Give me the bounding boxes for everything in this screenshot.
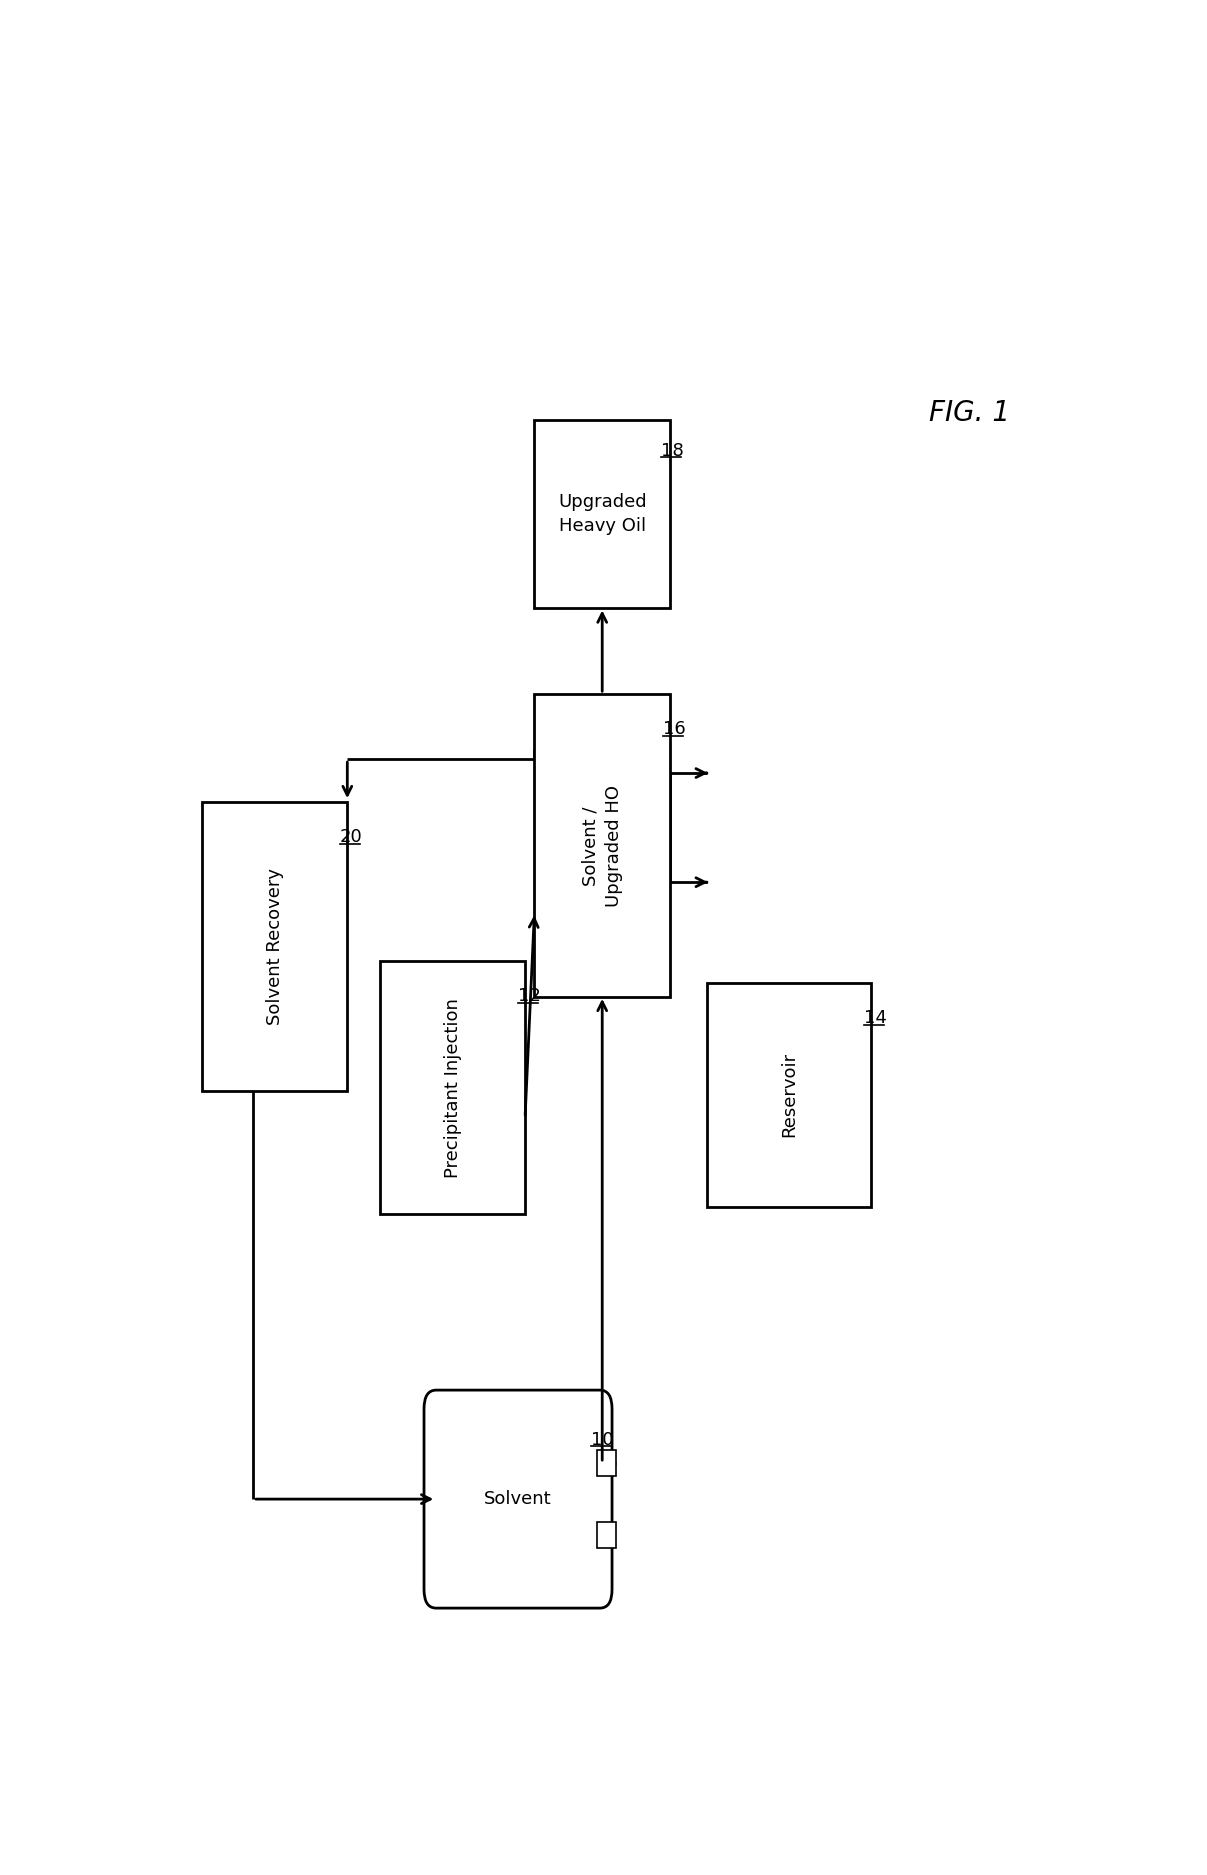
Bar [597, 1522, 616, 1549]
Text: Solvent /
Upgraded HO: Solvent / Upgraded HO [582, 786, 623, 908]
Text: Upgraded
Heavy Oil: Upgraded Heavy Oil [558, 493, 647, 534]
FancyBboxPatch shape [707, 982, 871, 1208]
FancyBboxPatch shape [380, 962, 525, 1213]
Text: Precipitant Injection: Precipitant Injection [443, 998, 461, 1178]
Text: Solvent: Solvent [484, 1491, 552, 1508]
Text: 14: 14 [864, 1009, 887, 1028]
FancyBboxPatch shape [424, 1389, 612, 1609]
Text: 16: 16 [663, 720, 686, 739]
FancyBboxPatch shape [535, 420, 670, 608]
FancyBboxPatch shape [535, 694, 670, 998]
Bar [597, 1449, 616, 1476]
Text: 18: 18 [660, 441, 683, 459]
Text: Reservoir: Reservoir [780, 1052, 798, 1138]
FancyBboxPatch shape [203, 802, 348, 1091]
Text: 10: 10 [590, 1431, 613, 1449]
Text: 20: 20 [340, 829, 362, 846]
Text: FIG. 1: FIG. 1 [929, 399, 1010, 428]
Text: Solvent Recovery: Solvent Recovery [266, 868, 284, 1026]
Text: 12: 12 [518, 988, 541, 1005]
